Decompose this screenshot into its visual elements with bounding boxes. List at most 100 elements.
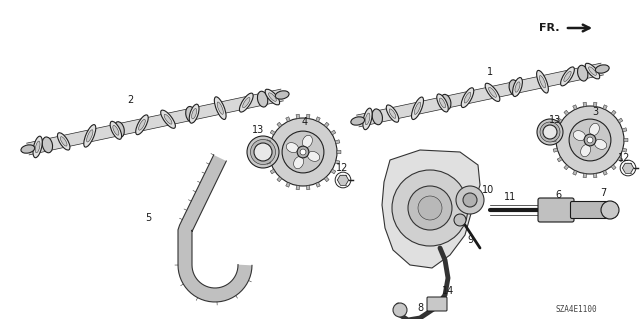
Ellipse shape [488,87,497,97]
Circle shape [540,122,560,142]
Ellipse shape [35,141,40,153]
Ellipse shape [275,91,289,99]
Polygon shape [593,102,597,107]
Circle shape [254,143,272,161]
Text: 6: 6 [555,190,561,200]
Ellipse shape [436,94,448,112]
Polygon shape [265,150,269,154]
Ellipse shape [84,125,96,147]
Polygon shape [603,170,607,175]
Circle shape [393,303,407,317]
Polygon shape [564,165,569,170]
Polygon shape [624,138,628,142]
Ellipse shape [561,67,574,86]
Text: 13: 13 [549,115,561,125]
Circle shape [269,118,337,186]
Ellipse shape [113,125,119,135]
Polygon shape [356,63,604,127]
Ellipse shape [217,102,223,114]
Polygon shape [266,140,271,144]
Polygon shape [277,177,282,182]
Circle shape [587,137,593,143]
Text: SZA4E1100: SZA4E1100 [555,305,596,314]
Circle shape [408,186,452,230]
Ellipse shape [509,80,520,96]
Polygon shape [557,157,562,162]
Ellipse shape [577,65,588,81]
Ellipse shape [440,94,451,110]
Polygon shape [553,128,558,132]
Polygon shape [270,169,275,174]
Polygon shape [622,148,627,152]
Ellipse shape [485,83,500,101]
Polygon shape [337,150,341,154]
Polygon shape [618,118,623,123]
Text: 8: 8 [417,303,423,313]
Text: 4: 4 [302,117,308,127]
Text: 5: 5 [145,213,151,223]
FancyBboxPatch shape [538,198,574,222]
Polygon shape [307,185,310,190]
Ellipse shape [595,139,607,149]
Polygon shape [573,105,577,110]
Polygon shape [178,155,252,302]
Ellipse shape [268,93,276,101]
Circle shape [456,186,484,214]
Polygon shape [270,130,275,135]
Ellipse shape [536,70,548,93]
Ellipse shape [33,136,42,158]
Ellipse shape [86,130,93,142]
Polygon shape [382,150,480,268]
Polygon shape [316,182,320,187]
Ellipse shape [136,115,148,135]
Ellipse shape [191,108,196,119]
Circle shape [454,214,466,226]
Polygon shape [335,140,340,144]
Circle shape [601,201,619,219]
Ellipse shape [42,137,52,153]
Polygon shape [622,128,627,132]
Text: 9: 9 [467,235,473,245]
Text: 10: 10 [482,185,494,195]
Circle shape [543,125,557,139]
Ellipse shape [257,91,268,107]
Circle shape [247,136,279,168]
Ellipse shape [286,143,298,152]
Ellipse shape [58,133,70,150]
Circle shape [569,119,611,161]
Circle shape [300,149,306,155]
Ellipse shape [580,145,591,157]
Text: 1: 1 [487,67,493,77]
Polygon shape [285,117,290,122]
Ellipse shape [308,152,320,161]
Polygon shape [266,160,271,164]
Polygon shape [593,174,597,178]
Ellipse shape [564,71,571,82]
Polygon shape [296,114,300,119]
Ellipse shape [589,123,600,136]
Polygon shape [552,138,556,142]
Ellipse shape [114,122,124,137]
Polygon shape [564,110,569,115]
Text: 12: 12 [618,153,630,163]
Ellipse shape [294,157,303,169]
Ellipse shape [513,78,522,97]
Polygon shape [611,110,616,115]
Polygon shape [331,130,336,135]
Text: 14: 14 [442,286,454,296]
Text: 2: 2 [127,95,133,105]
Polygon shape [331,169,336,174]
Circle shape [250,139,275,165]
Ellipse shape [161,110,175,128]
Polygon shape [583,102,587,107]
Circle shape [537,119,563,145]
Ellipse shape [214,97,226,119]
Polygon shape [553,148,558,152]
Ellipse shape [440,98,445,108]
Ellipse shape [243,97,250,108]
Text: 11: 11 [504,192,516,202]
Circle shape [556,106,624,174]
Ellipse shape [573,131,586,141]
Ellipse shape [351,117,365,125]
Text: 13: 13 [252,125,264,135]
